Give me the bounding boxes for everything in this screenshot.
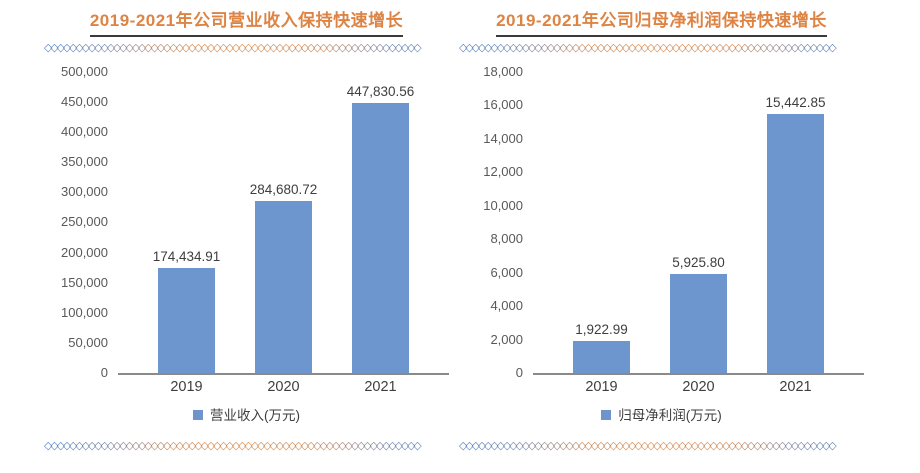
net-profit-chart-title: 2019-2021年公司归母净利润保持快速增长 [496, 6, 827, 37]
plot-area: 1,922.99 5,925.80 15,442.85 [533, 71, 864, 375]
legend-swatch-icon [601, 410, 612, 420]
bar-2021: 15,442.85 [765, 95, 826, 373]
net-profit-chart-title-wrap: 2019-2021年公司归母净利润保持快速增长 [459, 6, 864, 37]
x-axis-labels: 2019 2020 2021 [533, 375, 864, 395]
bar-value-label: 284,680.72 [249, 182, 318, 198]
legend-swatch-icon [193, 410, 203, 420]
decorative-diamond-chain: ◇◇◇◇◇◇◇◇◇◇◇◇◇◇◇◇◇◇◇◇◇◇◇◇◇◇◇◇◇◇◇◇◇◇◇◇◇◇◇◇… [459, 43, 864, 55]
legend: 营业收入(万元) [44, 404, 449, 424]
bar-value-label: 5,925.80 [672, 254, 725, 270]
bar-value-label: 174,434.91 [152, 248, 221, 264]
x-tick-label: 2019 [585, 379, 618, 395]
bar-2019: 174,434.91 [153, 249, 220, 373]
bar-value-label: 1,922.99 [575, 321, 628, 337]
bar-value-label: 15,442.85 [765, 94, 826, 110]
y-axis: 500,000 450,000 400,000 350,000 300,000 250,0… [61, 63, 108, 381]
x-tick-label: 2019 [170, 379, 203, 395]
bar-2019: 1,922.99 [573, 322, 630, 373]
revenue-chart-panel: 2019-2021年公司营业收入保持快速增长 ◇◇◇◇◇◇◇◇◇◇◇◇◇◇◇◇◇… [44, 6, 449, 473]
x-axis-labels: 2019 2020 2021 [118, 375, 449, 395]
x-tick-label: 2021 [779, 379, 812, 395]
legend-label: 归母净利润(万元) [618, 408, 722, 423]
legend: 归母净利润(万元) [459, 404, 864, 424]
decorative-diamond-chain: ◇◇◇◇◇◇◇◇◇◇◇◇◇◇◇◇◇◇◇◇◇◇◇◇◇◇◇◇◇◇◇◇◇◇◇◇◇◇◇◇… [44, 441, 449, 453]
net-profit-chart-panel: 2019-2021年公司归母净利润保持快速增长 ◇◇◇◇◇◇◇◇◇◇◇◇◇◇◇◇… [459, 6, 864, 473]
y-axis: 18,000 16,000 14,000 12,000 10,000 8,000 6,000… [483, 63, 523, 381]
bar-value-label: 447,830.56 [346, 83, 415, 99]
revenue-chart-title-wrap: 2019-2021年公司营业收入保持快速增长 [44, 6, 449, 37]
x-tick-label: 2020 [267, 379, 300, 395]
x-tick-label: 2020 [682, 379, 715, 395]
legend-label: 营业收入(万元) [210, 408, 300, 423]
bar-2020: 5,925.80 [670, 255, 727, 373]
revenue-chart: 500,000 450,000 400,000 350,000 300,000 250,0… [44, 63, 449, 381]
decorative-diamond-chain: ◇◇◇◇◇◇◇◇◇◇◇◇◇◇◇◇◇◇◇◇◇◇◇◇◇◇◇◇◇◇◇◇◇◇◇◇◇◇◇◇… [459, 441, 864, 453]
x-tick-label: 2021 [364, 379, 397, 395]
net-profit-chart: 18,000 16,000 14,000 12,000 10,000 8,000 6,000… [459, 63, 864, 381]
bar-2020: 284,680.72 [250, 182, 317, 373]
decorative-diamond-chain: ◇◇◇◇◇◇◇◇◇◇◇◇◇◇◇◇◇◇◇◇◇◇◇◇◇◇◇◇◇◇◇◇◇◇◇◇◇◇◇◇… [44, 43, 449, 55]
plot-area: 174,434.91 284,680.72 447,830.56 [118, 71, 449, 375]
bar-2021: 447,830.56 [347, 84, 414, 373]
revenue-chart-title: 2019-2021年公司营业收入保持快速增长 [89, 6, 404, 37]
